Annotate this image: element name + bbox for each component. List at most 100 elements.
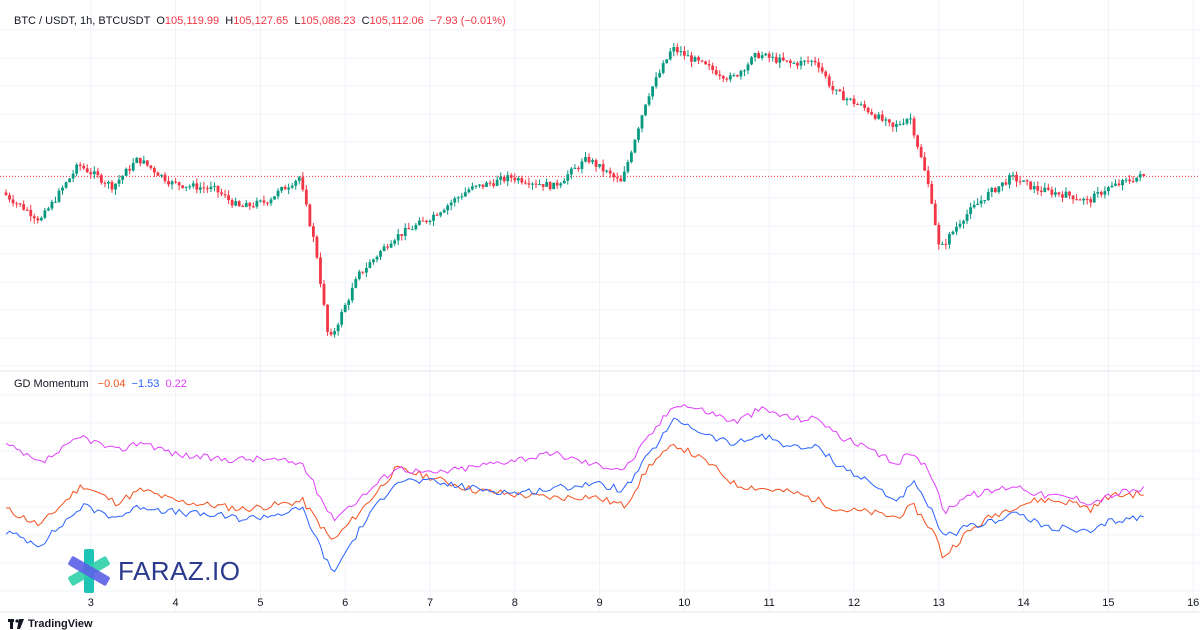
candle-body xyxy=(135,157,139,163)
candle-body xyxy=(1068,191,1071,196)
candle-body xyxy=(806,60,810,62)
candle-body xyxy=(230,200,234,206)
candle-body xyxy=(587,157,591,163)
candle-body xyxy=(562,180,566,184)
candle-body xyxy=(993,188,997,193)
x-tick-label: 10 xyxy=(678,597,690,609)
candle-body xyxy=(202,187,206,189)
candle-body xyxy=(64,182,68,188)
tradingview-icon xyxy=(8,619,24,629)
candle-body xyxy=(750,57,753,65)
candle-body xyxy=(651,86,654,97)
candle-body xyxy=(912,118,916,136)
candle-body xyxy=(350,287,354,301)
candle-body xyxy=(181,185,185,188)
high-value: 105,127.65 xyxy=(233,15,289,27)
candle-body xyxy=(566,174,570,181)
candle-body xyxy=(753,53,757,58)
candle-body xyxy=(1022,180,1025,182)
candle-body xyxy=(149,165,153,169)
candle-body xyxy=(718,74,722,76)
candle-body xyxy=(414,224,418,230)
candle-body xyxy=(446,205,450,211)
candle-body xyxy=(859,104,863,106)
candle-body xyxy=(92,171,96,175)
price-legend[interactable]: BTC / USDT, 1h, BTCUSDT O105,119.99 H105… xyxy=(14,15,509,27)
candle-body xyxy=(813,60,817,63)
candle-body xyxy=(509,175,513,178)
candle-body xyxy=(524,182,527,184)
candle-body xyxy=(622,171,626,182)
candle-body xyxy=(555,182,559,186)
candle-body xyxy=(361,271,365,273)
candle-body xyxy=(234,201,238,206)
candle-body xyxy=(248,202,252,207)
candle-body xyxy=(1054,192,1057,195)
candle-body xyxy=(138,157,142,164)
candle-body xyxy=(68,178,71,183)
candle-body xyxy=(940,243,944,245)
candle-body xyxy=(1029,181,1033,190)
candle-body xyxy=(538,184,541,186)
candle-body xyxy=(1004,182,1008,185)
candle-body xyxy=(531,183,534,185)
candle-body xyxy=(1107,187,1110,192)
candle-body xyxy=(357,271,361,280)
candle-body xyxy=(156,172,160,176)
candle-body xyxy=(838,89,842,92)
candle-body xyxy=(930,183,934,204)
candle-body xyxy=(269,199,273,204)
x-tick-label: 12 xyxy=(848,597,860,609)
low-value: 105,088.23 xyxy=(300,15,356,27)
candle-body xyxy=(502,176,506,182)
candle-body xyxy=(880,114,884,121)
candle-body xyxy=(301,177,305,190)
candle-body xyxy=(124,168,128,176)
faraz-logo-icon xyxy=(68,549,110,593)
candle-body xyxy=(577,167,580,169)
tradingview-footer[interactable]: TradingView xyxy=(8,618,93,630)
candle-body xyxy=(407,227,411,230)
candle-body xyxy=(195,183,199,190)
candle-body xyxy=(849,98,852,100)
candle-body xyxy=(891,122,895,127)
candle-body xyxy=(110,181,114,190)
candle-body xyxy=(365,267,368,273)
indicator-name[interactable]: GD Momentum xyxy=(14,378,89,390)
candle-body xyxy=(545,182,548,187)
indicator-legend[interactable]: GD Momentum −0.04 −1.53 0.22 xyxy=(14,378,190,390)
candle-body xyxy=(368,262,372,268)
candle-body xyxy=(32,216,36,219)
candle-body xyxy=(442,210,446,213)
candle-body xyxy=(693,57,697,62)
candle-body xyxy=(1142,174,1146,176)
candle-body xyxy=(174,181,177,183)
candle-body xyxy=(287,187,291,190)
candle-body xyxy=(54,201,57,203)
candle-body xyxy=(824,71,828,77)
candle-body xyxy=(375,256,379,260)
candle-body xyxy=(516,178,520,181)
symbol-label[interactable]: BTC / USDT, 1h, BTCUSDT xyxy=(14,15,151,27)
high-label: H xyxy=(225,15,234,27)
candle-body xyxy=(121,175,124,180)
candle-body xyxy=(213,185,216,187)
time-axis[interactable]: 3 4 5 6 7 8 9 10 11 12 13 14 15 16 xyxy=(88,597,1200,609)
candle-body xyxy=(372,259,375,263)
candle-body xyxy=(478,184,481,186)
candle-body xyxy=(379,251,382,257)
candle-body xyxy=(255,200,259,207)
x-tick-label: 6 xyxy=(342,597,348,609)
candle-body xyxy=(909,118,912,120)
candle-body xyxy=(866,107,870,113)
candle-body xyxy=(948,234,951,245)
candle-body xyxy=(707,64,711,66)
candle-body xyxy=(736,75,739,77)
candle-body xyxy=(856,103,859,105)
candle-body xyxy=(644,104,647,116)
candle-body xyxy=(612,173,616,178)
candle-body xyxy=(439,212,442,216)
candle-body xyxy=(432,214,435,221)
candle-body xyxy=(704,61,707,65)
candle-body xyxy=(8,195,11,200)
